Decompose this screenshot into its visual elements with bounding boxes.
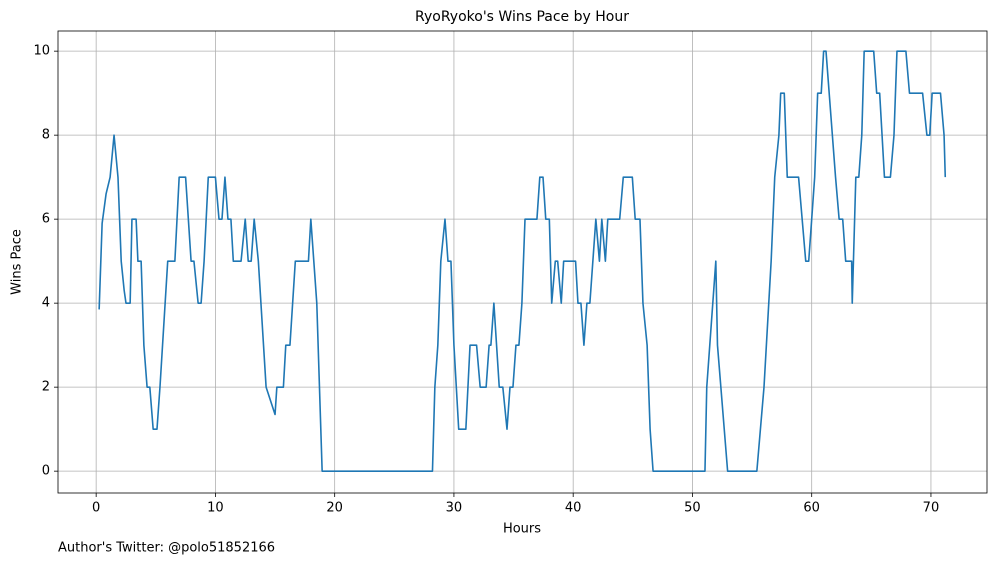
y-tick-label: 4: [42, 296, 50, 311]
x-tick-label: 30: [446, 501, 463, 516]
x-tick-label: 40: [565, 501, 582, 516]
y-tick-label: 2: [42, 380, 50, 395]
plot-frame: [57, 30, 988, 494]
chart-title: RyoRyoko's Wins Pace by Hour: [415, 9, 629, 25]
annotation: Author's Twitter: @polo51852166: [58, 541, 275, 556]
x-tick-label: 20: [326, 501, 343, 516]
y-axis-label: Wins Pace: [10, 229, 25, 295]
x-tick-label: 70: [923, 501, 940, 516]
x-tick-label: 10: [207, 501, 224, 516]
x-tick-label: 60: [803, 501, 820, 516]
y-tick-label: 0: [42, 464, 50, 479]
x-tick-label: 0: [92, 501, 100, 516]
y-tick-label: 6: [42, 212, 50, 227]
y-tick-label: 10: [33, 44, 50, 59]
data-line: [98, 50, 947, 472]
plot: 0 10 20 30 40 50 60 70 0 2 4 6 8 10: [33, 31, 987, 516]
x-axis-label: Hours: [503, 522, 541, 537]
x-tick-label: 50: [684, 501, 701, 516]
y-tick-label: 8: [42, 128, 50, 143]
